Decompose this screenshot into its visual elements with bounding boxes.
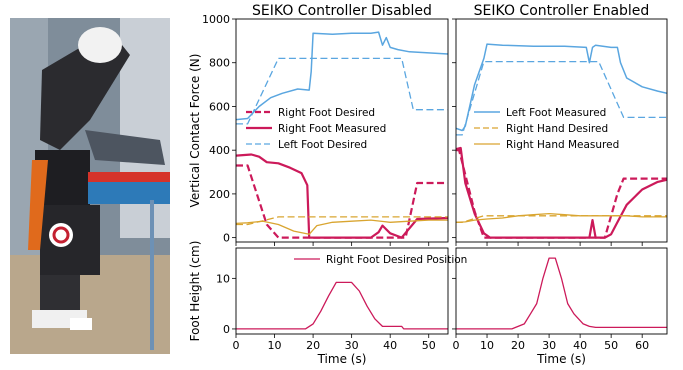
x-tick-label: 50 — [422, 339, 436, 352]
legend-entry: Left Foot Measured — [506, 107, 606, 119]
series-line-left-foot-desired — [456, 60, 667, 136]
y-axis-label: Vertical Contact Force (N) — [188, 54, 202, 208]
series-line-left-foot-measured — [236, 31, 448, 121]
y-tick-label: 400 — [209, 144, 230, 157]
x-tick-label: 30 — [345, 339, 359, 352]
legend: Left Foot Measured Right Hand Desired Righ… — [474, 107, 619, 151]
legend-entry: Right Foot Measured — [278, 123, 386, 135]
axes-frame — [455, 18, 668, 243]
x-tick-label: 0 — [453, 339, 460, 352]
chart-title: SEIKO Controller Enabled — [474, 3, 650, 19]
y-tick-label: 0 — [223, 323, 230, 336]
x-tick-label: 20 — [511, 339, 525, 352]
series-line-right-foot-measured — [236, 153, 448, 239]
x-tick-label: 0 — [233, 339, 240, 352]
series-line-right-hand-measured — [456, 212, 667, 223]
series-line-right-foot-desired-position — [236, 281, 448, 330]
legend-entry: Right Hand Desired — [506, 123, 608, 135]
chart-panel-3: 0 10 20 30 40 50 0 10 Time (s) Foot Height (cm) Ri… — [188, 241, 467, 366]
x-axis-label: Time (s) — [536, 352, 586, 366]
legend: Right Foot Desired Position — [294, 254, 467, 266]
x-tick-label: 10 — [268, 339, 282, 352]
y-tick-label: 1000 — [202, 13, 230, 26]
x-axis-label: Time (s) — [317, 352, 367, 366]
legend-entry: Right Hand Measured — [506, 139, 619, 151]
legend-entry: Right Foot Desired Position — [326, 254, 467, 266]
series-line-right-hand-measured — [236, 219, 448, 235]
axes-frame — [235, 247, 449, 335]
series-line-left-foot-desired — [236, 57, 448, 125]
series-line-right-foot-desired — [236, 164, 448, 239]
y-tick-label: 600 — [209, 100, 230, 113]
x-tick-label: 10 — [480, 339, 494, 352]
series-line-left-foot-measured — [456, 43, 667, 132]
y-tick-label: 10 — [216, 272, 230, 285]
y-tick-label: 200 — [209, 188, 230, 201]
chart-panel-4: 0 10 20 30 40 50 60 Time (s) — [452, 247, 668, 366]
x-tick-label: 30 — [542, 339, 556, 352]
x-tick-label: 20 — [306, 339, 320, 352]
legend: Right Foot Desired Right Foot Measured Lef… — [246, 107, 386, 151]
robot-photo — [10, 18, 170, 354]
axes-frame — [235, 18, 449, 243]
series-line-right-hand-desired — [236, 216, 448, 226]
chart-panel-2: SEIKO Controller Enabled Left Foot Measur… — [452, 3, 668, 246]
x-tick-label: 40 — [383, 339, 397, 352]
x-tick-label: 50 — [604, 339, 618, 352]
chart-panel-1: 0 200 400 600 800 1000 SEIKO Controller Disabl… — [188, 3, 449, 246]
chart-title: SEIKO Controller Disabled — [252, 3, 432, 19]
y-tick-label: 800 — [209, 57, 230, 70]
legend-entry: Right Foot Desired — [278, 107, 375, 119]
x-tick-label: 60 — [635, 339, 649, 352]
series-line-right-foot-measured — [456, 146, 667, 239]
y-tick-label: 0 — [223, 232, 230, 245]
series-line-right-foot-position — [456, 257, 667, 330]
legend-entry: Left Foot Desired — [278, 139, 367, 151]
axes-frame — [455, 247, 668, 335]
series-line-right-foot-desired — [456, 149, 667, 239]
y-axis-label: Foot Height (cm) — [188, 241, 202, 342]
x-tick-label: 40 — [573, 339, 587, 352]
